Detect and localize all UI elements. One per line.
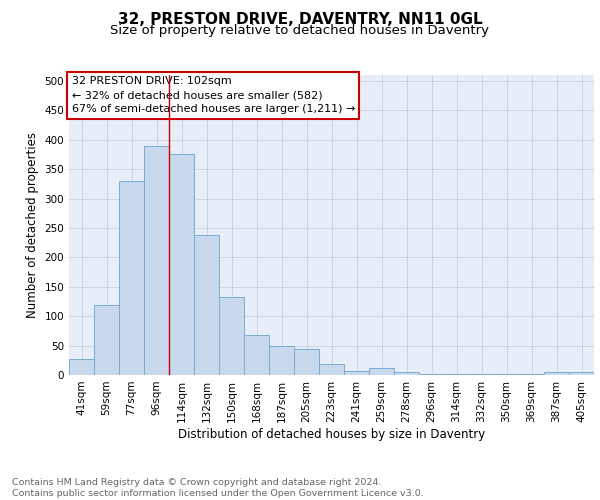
Bar	[344, 371, 369, 375]
Bar	[119, 181, 144, 375]
Bar	[419, 374, 444, 375]
Bar	[94, 305, 119, 375]
Bar	[169, 154, 194, 375]
Bar	[469, 374, 494, 375]
Bar	[444, 374, 469, 375]
Text: Size of property relative to detached houses in Daventry: Size of property relative to detached ho…	[110, 24, 490, 37]
Bar	[294, 349, 319, 375]
Bar	[244, 335, 269, 375]
Bar	[269, 346, 294, 375]
Bar	[519, 374, 544, 375]
Bar	[69, 358, 94, 375]
Bar	[194, 235, 219, 375]
Text: Contains HM Land Registry data © Crown copyright and database right 2024.
Contai: Contains HM Land Registry data © Crown c…	[12, 478, 424, 498]
X-axis label: Distribution of detached houses by size in Daventry: Distribution of detached houses by size …	[178, 428, 485, 440]
Text: 32, PRESTON DRIVE, DAVENTRY, NN11 0GL: 32, PRESTON DRIVE, DAVENTRY, NN11 0GL	[118, 12, 482, 28]
Bar	[544, 372, 569, 375]
Bar	[494, 374, 519, 375]
Bar	[144, 146, 169, 375]
Bar	[219, 297, 244, 375]
Bar	[394, 372, 419, 375]
Y-axis label: Number of detached properties: Number of detached properties	[26, 132, 39, 318]
Text: 32 PRESTON DRIVE: 102sqm
← 32% of detached houses are smaller (582)
67% of semi-: 32 PRESTON DRIVE: 102sqm ← 32% of detach…	[71, 76, 355, 114]
Bar	[569, 372, 594, 375]
Bar	[319, 364, 344, 375]
Bar	[369, 368, 394, 375]
